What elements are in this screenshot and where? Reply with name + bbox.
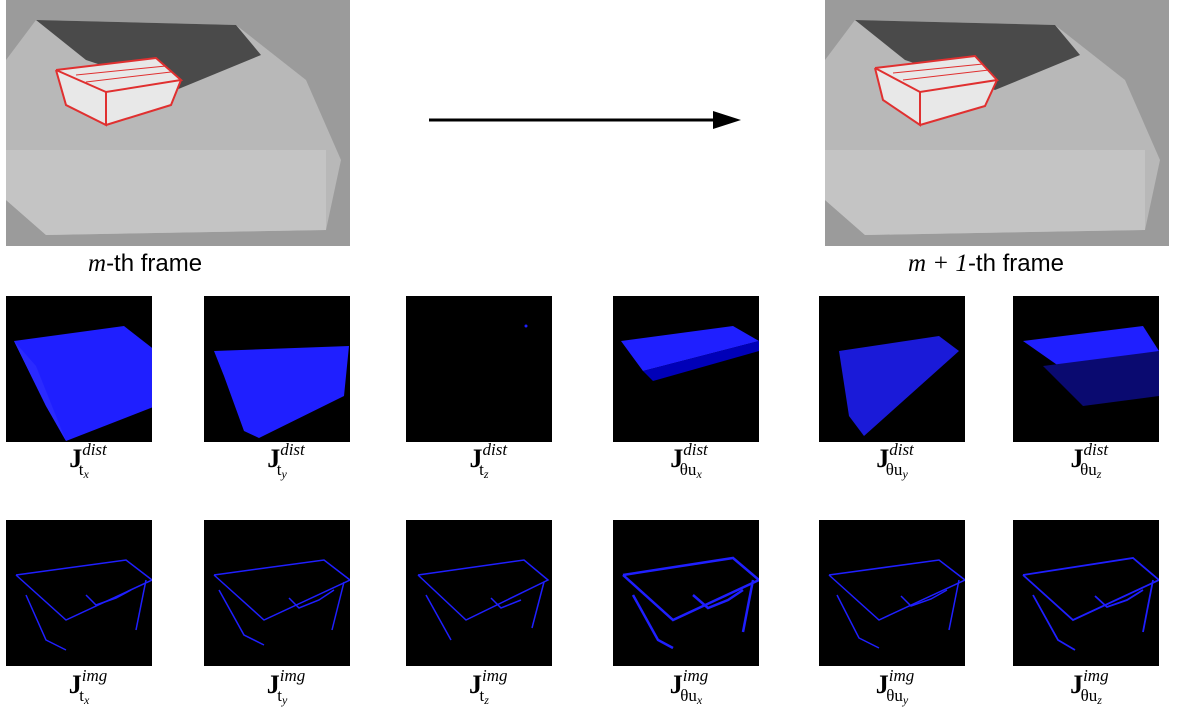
frame-m-plus-1-caption: m + 1-th frame [908,250,1064,277]
jacobian-img-ty-label: Jimgty [266,666,306,707]
jacobian-img-tz-label: Jimgtz [469,666,508,707]
jacobian-dist-thetaux-label: Jdistθux [670,440,708,481]
jacobian-dist-tz-label: Jdisttz [469,440,508,481]
jacobian-dist-thetauy-panel [819,296,965,442]
jacobian-img-tz-panel [406,520,552,666]
jacobian-img-thetaux-label: Jimgθux [669,666,709,707]
jacobian-dist-thetauy-label: Jdistθuy [876,440,914,481]
jacobian-dist-tx-label: Jdisttx [69,440,107,481]
arrow-right-icon [429,111,741,129]
jacobian-dist-ty-panel [204,296,350,442]
jacobian-img-thetauy-label: Jimgθuy [875,666,915,707]
frame-m-plus-1-image [825,0,1169,246]
frame-m-caption: m-th frame [88,250,203,277]
jacobian-dist-thetauz-panel [1013,296,1159,442]
jacobian-dist-tz-panel [406,296,552,442]
jacobian-dist-thetaux-panel [613,296,759,442]
jacobian-img-thetaux-panel [613,520,759,666]
frame-m-image [6,0,350,246]
jacobian-img-thetauz-panel [1013,520,1159,666]
jacobian-dist-thetauz-label: Jdistθuz [1070,440,1109,481]
jacobian-img-thetauz-label: Jimgθuz [1070,666,1109,707]
jacobian-img-thetauy-panel [819,520,965,666]
jacobian-img-tx-label: Jimgtx [68,666,108,707]
jacobian-dist-ty-label: Jdistty [267,440,305,481]
jacobian-img-tx-panel [6,520,152,666]
jacobian-dist-tx-panel [6,296,152,442]
jacobian-img-ty-panel [204,520,350,666]
